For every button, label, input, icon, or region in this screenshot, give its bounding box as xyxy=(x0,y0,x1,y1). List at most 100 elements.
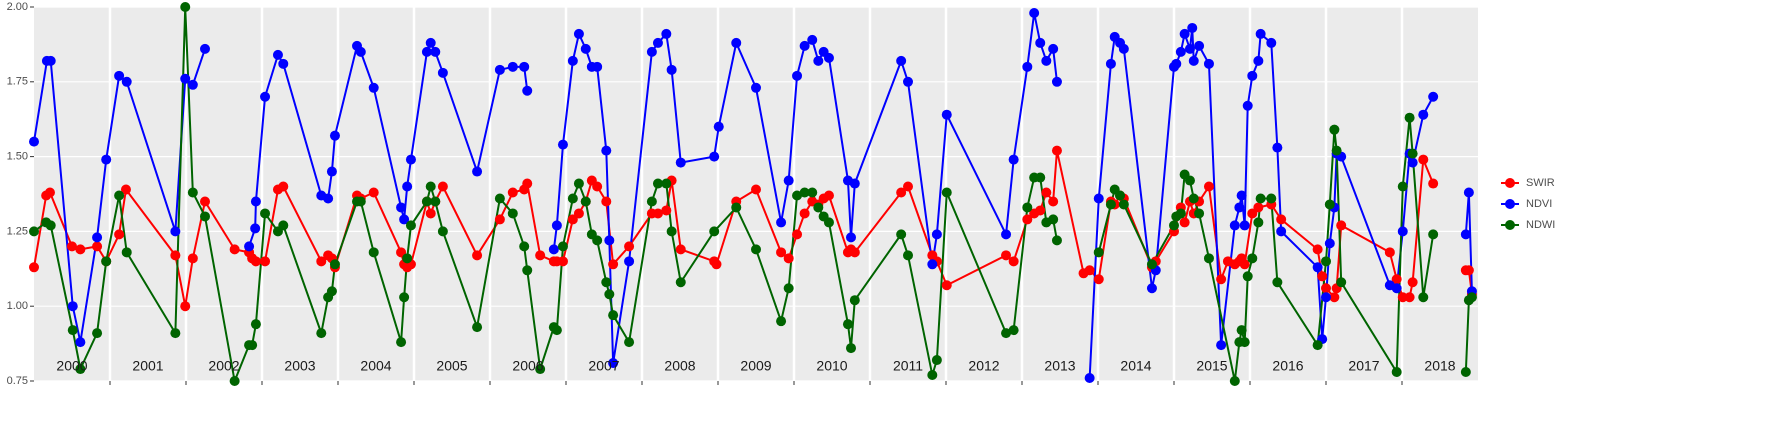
grid: 0.75 1.00 1.25 1.50 1.75 2.00 xyxy=(7,1,1478,387)
point xyxy=(430,46,441,57)
point xyxy=(1035,172,1046,183)
point xyxy=(1146,259,1157,270)
point xyxy=(1179,28,1190,39)
point xyxy=(535,250,546,261)
legend-label: NDWI xyxy=(1526,219,1555,231)
point xyxy=(92,328,103,339)
point xyxy=(709,151,720,162)
point xyxy=(1407,148,1418,159)
point xyxy=(1008,154,1019,165)
point xyxy=(472,322,483,333)
point xyxy=(1022,214,1033,225)
point xyxy=(1312,340,1323,351)
point xyxy=(29,226,39,237)
point xyxy=(1051,76,1062,87)
point xyxy=(1466,292,1477,303)
point xyxy=(1051,235,1062,246)
point xyxy=(842,319,853,330)
point xyxy=(200,211,210,222)
y-tick-label: 1.50 xyxy=(7,151,28,163)
point xyxy=(551,220,562,231)
point xyxy=(519,61,530,72)
point xyxy=(1391,283,1402,294)
point xyxy=(1048,43,1059,54)
y-tick-label: 1.25 xyxy=(7,225,28,237)
point xyxy=(783,253,794,264)
y-tick-label: 0.75 xyxy=(7,375,28,387)
point xyxy=(250,223,261,234)
point xyxy=(799,187,810,198)
point xyxy=(1321,256,1331,267)
point xyxy=(1171,58,1182,69)
point xyxy=(751,184,761,195)
year-label: 2008 xyxy=(664,358,695,374)
y-tick-label: 1.00 xyxy=(7,300,28,312)
point xyxy=(604,235,615,246)
point xyxy=(1329,292,1340,303)
point xyxy=(187,253,198,264)
point xyxy=(519,241,530,252)
legend-swatch xyxy=(1505,178,1515,188)
point xyxy=(187,79,198,90)
annotations: 2000 2001 2002 2003 2004 2005 2006 2007 2008 2009… xyxy=(56,358,1455,374)
point xyxy=(1272,142,1283,153)
point xyxy=(75,337,86,348)
point xyxy=(792,70,803,81)
point xyxy=(1253,55,1264,66)
point xyxy=(1463,265,1474,276)
point xyxy=(522,265,533,276)
point xyxy=(1175,46,1186,57)
point xyxy=(101,154,112,165)
point xyxy=(849,295,860,306)
point xyxy=(1463,187,1474,198)
point xyxy=(713,121,724,132)
legend: SWIR NDVI NDWI xyxy=(1501,177,1555,231)
point xyxy=(92,241,103,252)
point xyxy=(170,250,181,261)
point xyxy=(368,82,379,93)
year-label: 2007 xyxy=(588,358,619,374)
point xyxy=(1035,37,1046,48)
point xyxy=(1118,43,1129,54)
point xyxy=(896,187,907,198)
point xyxy=(326,166,337,177)
point xyxy=(399,292,410,303)
point xyxy=(472,166,483,177)
point xyxy=(323,193,334,204)
point xyxy=(601,145,612,156)
point xyxy=(437,67,448,78)
point xyxy=(260,208,271,219)
point xyxy=(592,235,603,246)
point xyxy=(573,208,584,219)
point xyxy=(1008,256,1019,267)
point xyxy=(548,244,559,255)
point xyxy=(244,241,255,252)
year-label: 2004 xyxy=(360,358,391,374)
point xyxy=(1324,199,1335,210)
point xyxy=(927,259,938,270)
point xyxy=(1048,214,1059,225)
point xyxy=(1169,220,1179,231)
point xyxy=(1321,283,1331,294)
point xyxy=(421,196,432,207)
year-label: 2018 xyxy=(1424,358,1455,374)
point xyxy=(437,226,448,237)
point xyxy=(592,181,603,192)
point xyxy=(229,244,240,255)
point xyxy=(272,49,283,60)
point xyxy=(1187,22,1198,33)
point xyxy=(661,178,672,189)
point xyxy=(931,355,942,366)
point xyxy=(260,91,271,102)
point xyxy=(170,328,181,339)
point xyxy=(896,55,907,66)
point xyxy=(666,64,677,75)
point xyxy=(494,64,505,75)
point xyxy=(507,187,518,198)
point xyxy=(29,136,39,147)
point xyxy=(1317,271,1328,282)
year-label: 2010 xyxy=(816,358,847,374)
point xyxy=(1276,226,1287,237)
point xyxy=(1253,202,1264,213)
point xyxy=(1093,247,1104,258)
